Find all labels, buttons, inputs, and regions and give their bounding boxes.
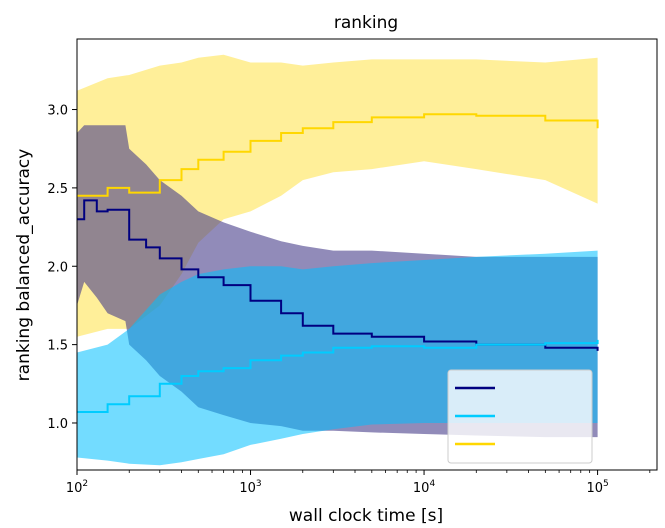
axes-frame (76, 38, 658, 471)
series-3-band (77, 54, 598, 337)
y-tick-label-0: 1.0 (47, 417, 68, 432)
x-tick-label-0: 102 (66, 479, 88, 496)
x-tick-label-2: 104 (413, 479, 436, 496)
x-axis-label: wall clock time [s] (289, 506, 443, 526)
series-2-line (77, 339, 599, 413)
y-tick-label-1: 1.5 (47, 339, 68, 354)
legend (447, 369, 593, 464)
chart-title: ranking (334, 13, 398, 33)
y-tick-label-2: 2.0 (47, 260, 68, 275)
legend-box (447, 369, 593, 464)
x-tick-label-1: 103 (239, 479, 261, 496)
y-axis: 1.0 1.5 2.0 2.5 3.0 (47, 104, 77, 432)
y-tick-label-4: 3.0 (47, 104, 68, 119)
y-axis-label: ranking balanced_accuracy (14, 149, 34, 382)
x-tick-label-3: 105 (586, 479, 608, 496)
x-axis: 102 103 104 105 (66, 470, 651, 496)
y-tick-label-3: 2.5 (47, 182, 68, 197)
series-3-line (77, 113, 599, 197)
series-1-line (77, 199, 599, 351)
